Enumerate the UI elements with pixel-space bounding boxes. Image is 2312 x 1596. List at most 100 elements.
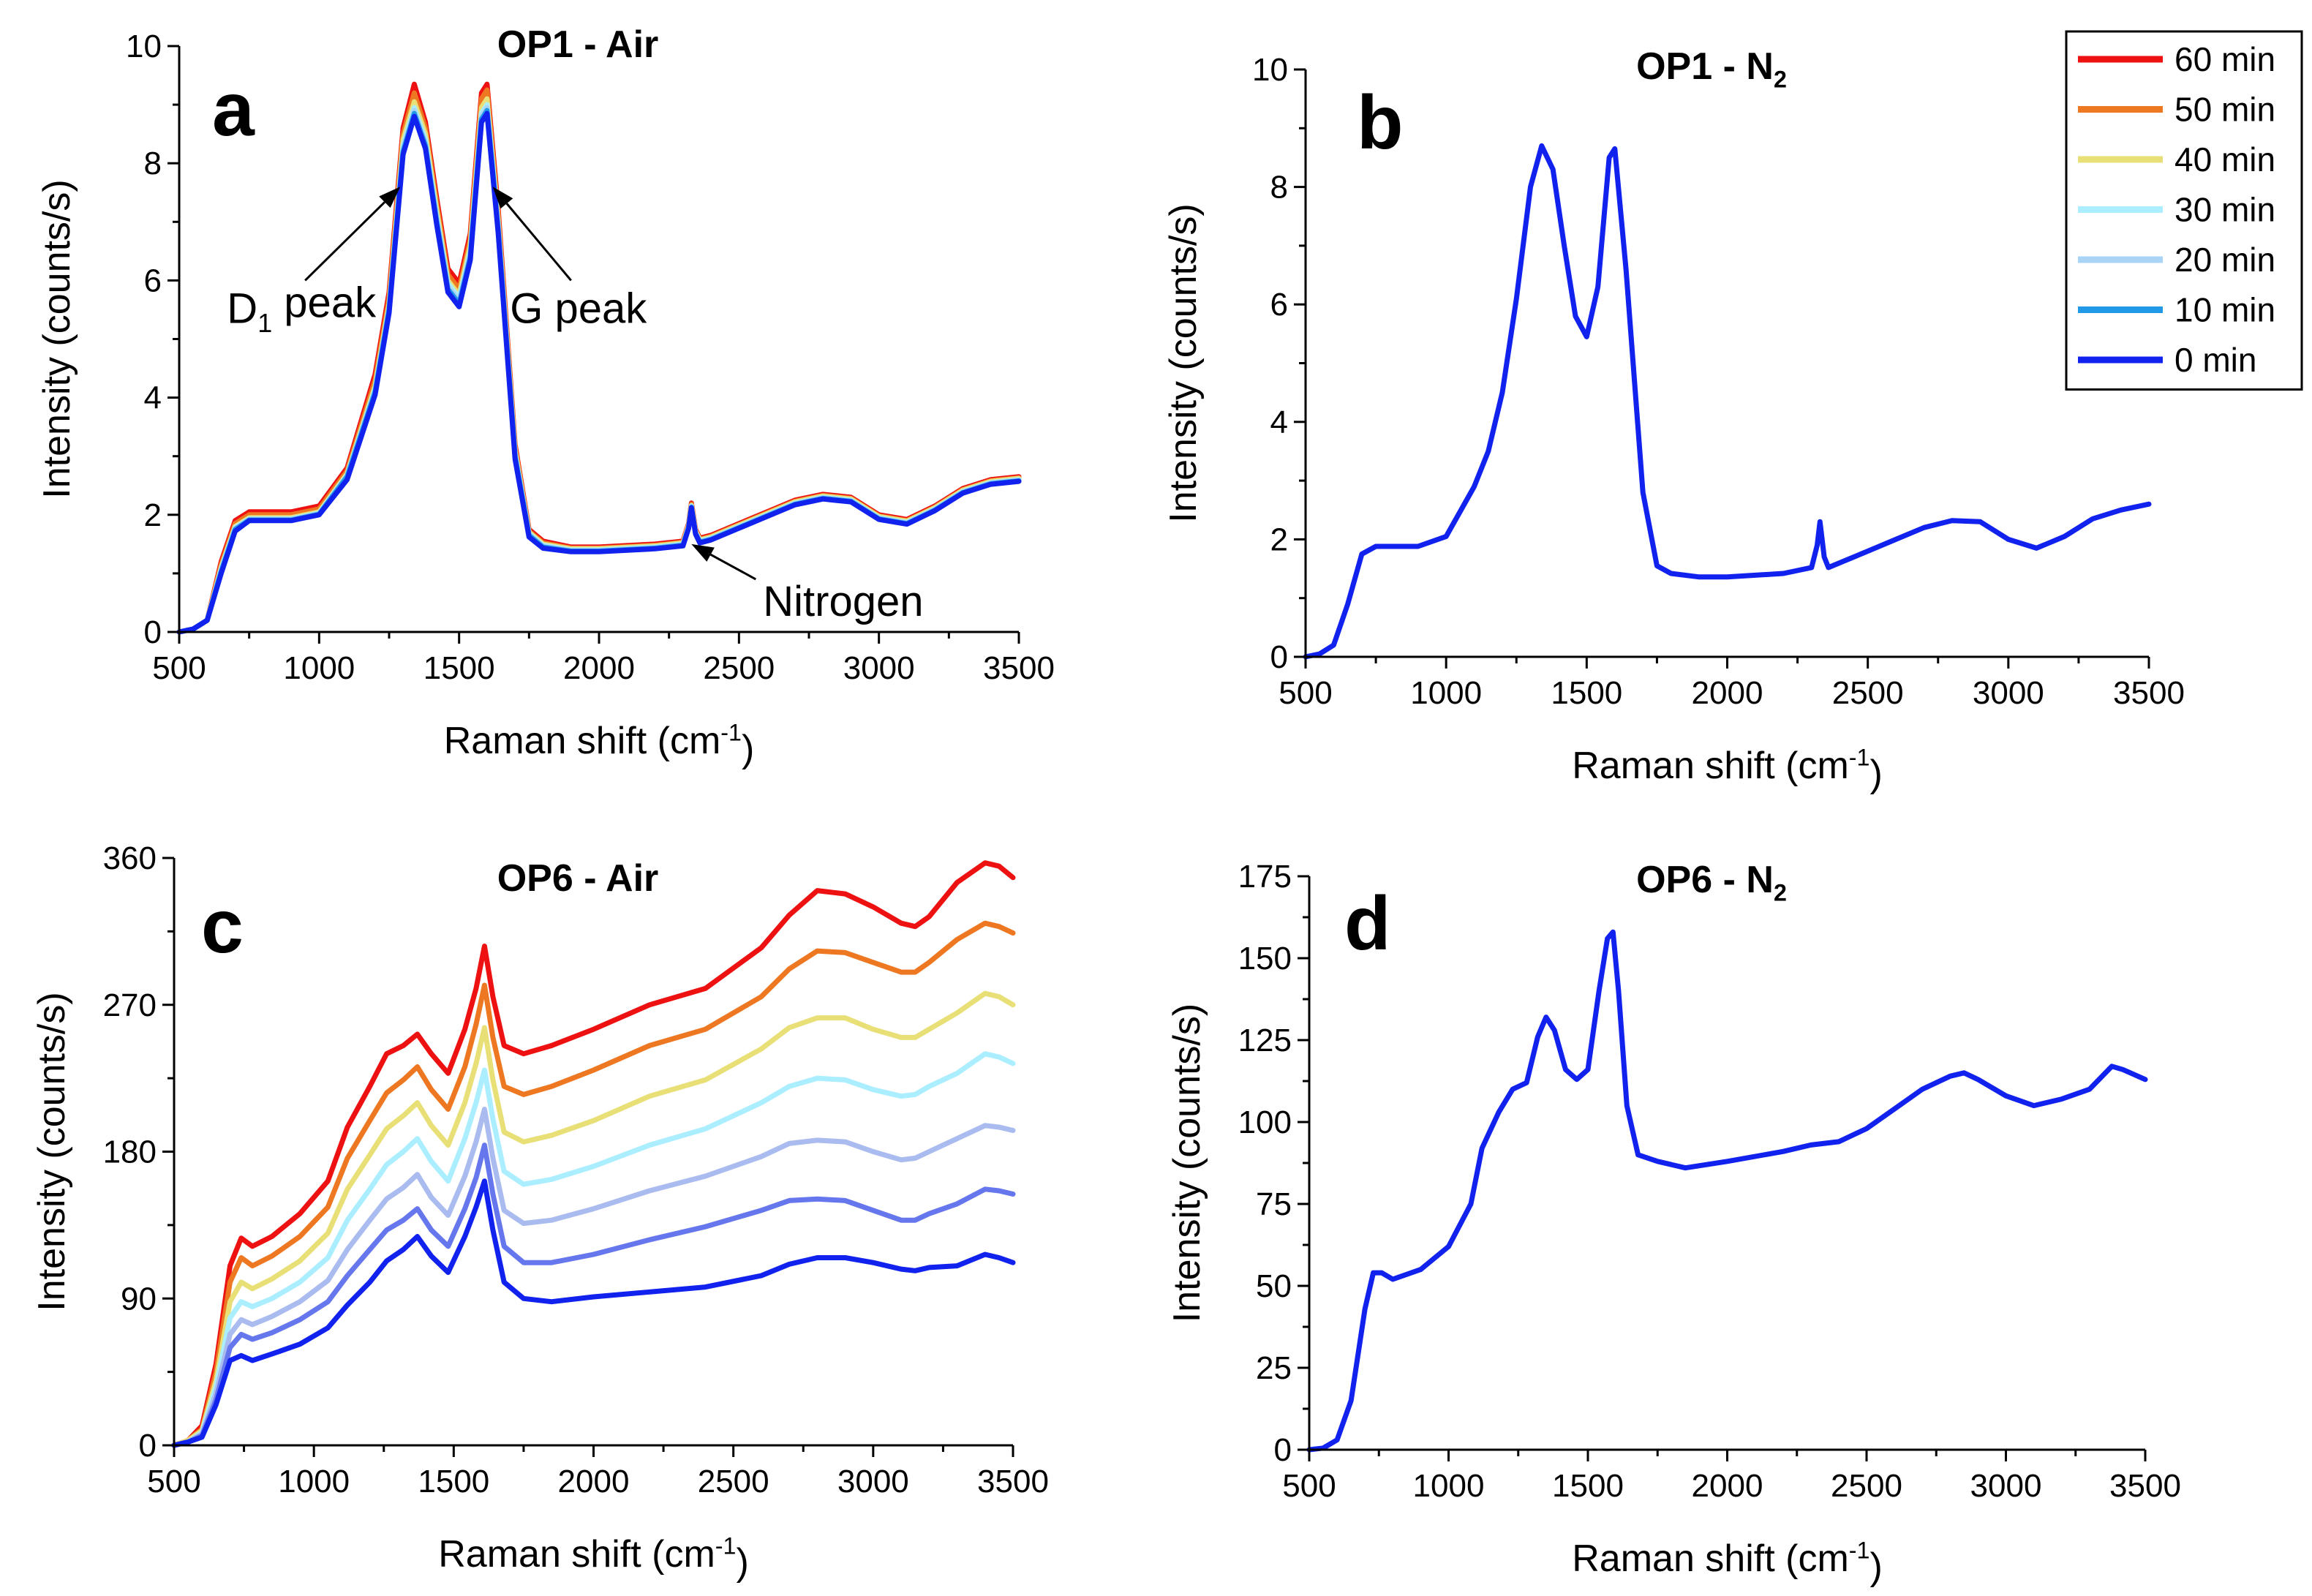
series-line-20-min xyxy=(171,1107,1016,1448)
x-axis-label: Raman shift (cm-1) xyxy=(1572,744,1883,795)
annotation-label-main: G peak xyxy=(510,285,647,332)
x-tick-label: 500 xyxy=(1282,1468,1336,1504)
annotation-label-sub: 1 xyxy=(257,308,272,338)
y-tick-label: 6 xyxy=(1270,287,1288,323)
x-axis-label-main: Raman shift (cm xyxy=(1572,1537,1849,1580)
annotation-label: D1 peak xyxy=(227,279,377,338)
y-tick-label: 6 xyxy=(144,263,162,298)
series-line-0-min xyxy=(1306,929,2148,1453)
x-tick-label: 500 xyxy=(147,1464,200,1499)
x-axis-label-tail: ) xyxy=(742,728,754,770)
y-tick-label: 8 xyxy=(1270,170,1288,206)
x-tick-label: 3000 xyxy=(837,1464,909,1499)
annotation-arrow-line xyxy=(709,553,757,581)
axes-frame xyxy=(173,858,1013,1447)
y-axis-label: Intensity (counts/s) xyxy=(1166,1004,1208,1322)
x-tick-label: 1000 xyxy=(1413,1468,1485,1504)
panel-letter: b xyxy=(1357,80,1404,165)
x-tick-label: 1500 xyxy=(423,650,495,686)
x-tick-label: 1000 xyxy=(278,1464,350,1499)
y-tick-label: 8 xyxy=(144,146,162,181)
x-axis-label-tail: ) xyxy=(1869,1546,1882,1588)
x-tick-label: 2500 xyxy=(703,650,775,686)
panel-letter: d xyxy=(1344,881,1391,966)
annotation-arrow-head xyxy=(492,187,513,209)
x-axis-label: Raman shift (cm-1) xyxy=(438,1532,749,1584)
x-axis-label: Raman shift (cm-1) xyxy=(1572,1537,1883,1588)
x-tick-label: 3000 xyxy=(1973,675,2044,711)
series-line-60-min xyxy=(171,860,1016,1448)
x-tick-label: 2000 xyxy=(563,650,635,686)
series-line-0-min xyxy=(1303,143,2152,660)
x-axis-label-main: Raman shift (cm xyxy=(444,720,721,762)
x-tick-label: 2000 xyxy=(1692,1468,1763,1504)
panel-title-sub: 2 xyxy=(1774,879,1787,906)
y-tick-label: 4 xyxy=(144,380,162,416)
annotation-arrow-line xyxy=(304,201,385,282)
y-tick-label: 360 xyxy=(103,840,157,876)
y-tick-label: 180 xyxy=(103,1134,157,1170)
legend-entry: 60 min xyxy=(2174,40,2275,78)
x-tick-label: 3000 xyxy=(843,650,915,686)
x-axis-label-tail: ) xyxy=(1869,753,1882,795)
series-line-0-min xyxy=(176,110,1022,635)
annotation-arrow-head xyxy=(379,187,401,208)
y-tick-label: 100 xyxy=(1238,1104,1292,1140)
panel-title-main: OP6 - N xyxy=(1636,859,1774,901)
y-tick-label: 0 xyxy=(144,614,162,650)
panel-title-main: OP1 - Air xyxy=(497,23,659,66)
y-tick-label: 2 xyxy=(144,497,162,533)
legend-entry: 40 min xyxy=(2174,140,2275,178)
annotation-arrow-line xyxy=(505,203,572,282)
x-tick-label: 2500 xyxy=(1832,675,1904,711)
x-axis-label-tail: ) xyxy=(736,1541,748,1584)
panel-title-main: OP6 - Air xyxy=(497,857,659,900)
x-tick-label: 1000 xyxy=(1410,675,1482,711)
panel-title: OP1 - Air xyxy=(497,23,659,66)
x-tick-label: 3500 xyxy=(983,650,1055,686)
x-tick-label: 3500 xyxy=(2113,675,2185,711)
x-tick-label: 3500 xyxy=(2109,1468,2181,1504)
legend-entry: 10 min xyxy=(2174,291,2275,329)
y-tick-label: 75 xyxy=(1256,1186,1292,1222)
x-tick-label: 3500 xyxy=(977,1464,1049,1499)
annotation-label-tail: peak xyxy=(272,279,377,327)
x-axis-label-sup: -1 xyxy=(1849,744,1870,770)
legend-entry: 30 min xyxy=(2174,191,2275,229)
x-axis-label-sup: -1 xyxy=(715,1532,737,1559)
series-group xyxy=(1303,143,2152,660)
panel-b: 500 1000 1500 2000 2500 3000 3500 0 2 4 6 8 10 Raman … xyxy=(1162,30,2303,795)
y-tick-label: 0 xyxy=(1270,639,1288,675)
x-tick-label: 500 xyxy=(1279,675,1332,711)
annotation-label-main: D xyxy=(227,285,257,332)
y-axis-label: Intensity (counts/s) xyxy=(31,992,73,1311)
axes-frame xyxy=(1304,69,2149,658)
panel-title-main: OP1 - N xyxy=(1636,45,1774,88)
panel-letter: a xyxy=(212,67,255,152)
series-line-40-min xyxy=(171,990,1016,1448)
y-tick-label: 25 xyxy=(1256,1350,1292,1386)
y-axis-label: Intensity (counts/s) xyxy=(1162,203,1205,522)
annotation-arrow-head xyxy=(691,543,715,562)
y-tick-label: 90 xyxy=(121,1281,157,1317)
x-axis-label-main: Raman shift (cm xyxy=(438,1533,715,1576)
series-group xyxy=(171,860,1016,1448)
x-axis-label-sup: -1 xyxy=(720,719,742,745)
legend-entry: 50 min xyxy=(2174,91,2275,129)
series-group xyxy=(176,81,1022,635)
series-line-50-min xyxy=(171,920,1016,1448)
y-tick-label: 0 xyxy=(139,1428,157,1464)
panel-title-sub: 2 xyxy=(1774,66,1787,92)
x-tick-label: 1500 xyxy=(418,1464,489,1499)
x-tick-label: 2500 xyxy=(1831,1468,1902,1504)
y-tick-label: 50 xyxy=(1256,1268,1292,1304)
x-axis-label: Raman shift (cm-1) xyxy=(444,719,755,770)
panel-c: 500 1000 1500 2000 2500 3000 3500 0 90 180 270 360 R… xyxy=(31,840,1049,1584)
series-line-0-min xyxy=(171,1178,1016,1448)
x-tick-label: 1500 xyxy=(1552,1468,1624,1504)
axes-frame xyxy=(178,46,1019,633)
x-axis-label-sup: -1 xyxy=(1849,1537,1870,1563)
y-tick-label: 2 xyxy=(1270,522,1288,557)
panel-letter: c xyxy=(201,884,244,969)
